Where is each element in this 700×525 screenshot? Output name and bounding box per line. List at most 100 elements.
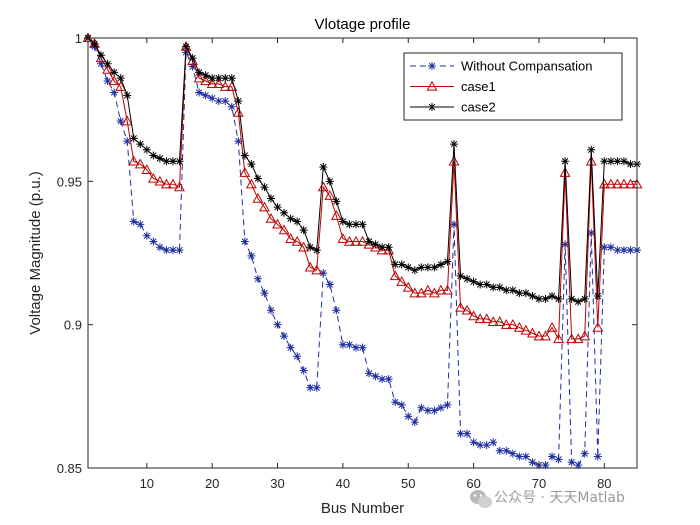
data-point [311,264,323,275]
data-point [168,246,177,255]
data-point [463,274,472,283]
data-point [195,88,204,97]
data-point [442,284,453,295]
data-point [240,151,249,160]
data-point [337,233,349,243]
data-point [489,438,498,447]
data-point [592,321,604,332]
data-point [482,441,491,450]
data-point [500,319,512,329]
data-point [450,140,458,149]
data-point [227,74,236,83]
data-point [613,246,622,255]
data-point [160,178,172,189]
data-point [116,74,125,83]
data-point [286,343,295,352]
data-point [587,145,596,154]
data-point [317,181,329,192]
data-point [240,237,249,246]
data-point [343,235,355,246]
data-point [108,75,120,86]
data-point [123,137,132,146]
data-point [330,210,342,220]
data-point [221,74,230,83]
data-point [619,246,628,255]
data-point [548,292,557,300]
data-point [259,201,270,212]
data-point [299,366,308,375]
data-point [351,220,360,229]
data-point [155,243,164,252]
data-point [280,208,289,217]
data-point [247,160,256,169]
data-point [128,155,140,166]
data-point [208,74,217,83]
data-point [234,137,243,146]
y-tick-label: 0.95 [57,174,82,189]
data-point [613,157,622,166]
data-point [97,59,106,68]
data-point [515,289,524,298]
data-point [245,178,257,189]
data-point [365,369,374,378]
data-point [324,190,336,200]
x-tick-label: 30 [270,476,284,491]
data-point [167,178,179,189]
data-point [378,375,387,384]
data-point [182,42,191,51]
data-point [585,155,597,166]
data-point [494,316,506,326]
legend-item: case1 [410,79,496,94]
plot-frame [87,37,638,469]
data-point [600,243,609,252]
data-point [481,313,493,324]
data-point [521,289,530,298]
x-tick-label: 50 [401,476,415,491]
data-point [123,91,132,100]
data-point [280,332,289,341]
data-point [293,352,302,361]
data-point [396,276,408,286]
data-point [162,246,171,255]
data-point [304,261,316,272]
data-point [561,157,570,166]
data-point [600,157,609,166]
data-point [566,333,578,344]
data-point [175,246,184,255]
data-point [136,140,145,149]
x-tick-label: 10 [140,476,154,491]
legend-marker [426,80,438,91]
data-point [155,154,164,163]
data-point [469,277,478,286]
data-point [533,330,545,341]
data-point [546,321,558,332]
data-point [195,68,204,77]
data-point [188,54,197,63]
data-point [541,294,550,303]
data-point [149,151,158,160]
data-point [358,343,367,352]
data-point [298,241,310,252]
wechat-icon [470,490,492,508]
x-tick-label: 60 [466,476,480,491]
data-point [103,59,112,68]
y-tick-label: 1 [75,31,82,46]
data-point [357,235,368,246]
data-point [351,343,360,352]
y-tick-label: 0.9 [64,318,82,333]
legend-label: case1 [461,79,496,94]
y-axis: 0.85 0.9 0.95 1 [57,31,637,476]
data-point [260,289,269,298]
data-point [455,301,466,312]
data-point [110,68,119,77]
data-point [554,294,563,303]
data-point [273,320,282,329]
data-point [508,449,517,458]
data-point [474,313,486,324]
data-point [443,257,452,266]
data-point [391,398,400,407]
legend-label: case2 [461,100,496,115]
y-axis-label: Voltage Magnitude (p.u.) [27,171,44,334]
data-point [410,418,419,427]
data-point [397,400,406,409]
